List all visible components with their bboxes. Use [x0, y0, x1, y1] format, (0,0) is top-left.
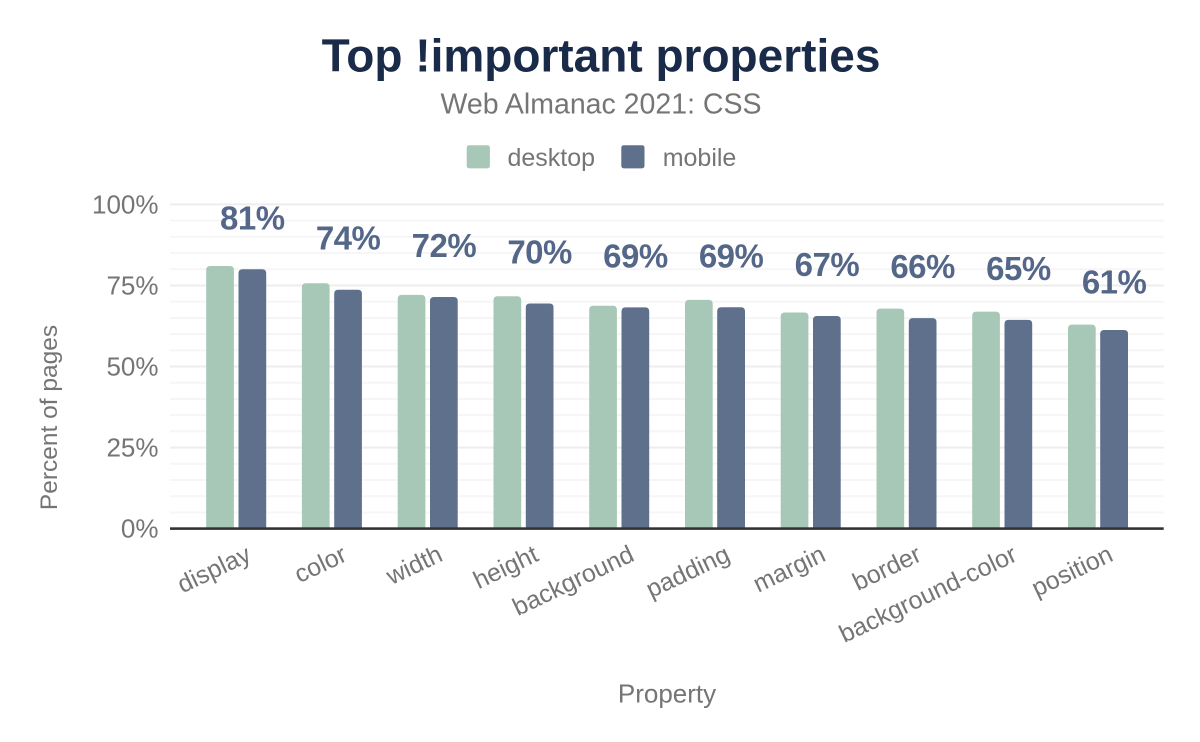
svg-text:74%: 74% — [316, 220, 381, 257]
svg-text:0%: 0% — [121, 514, 159, 544]
svg-text:Property: Property — [618, 679, 716, 709]
svg-text:Percent of pages: Percent of pages — [36, 325, 63, 510]
svg-text:25%: 25% — [106, 433, 158, 463]
svg-text:70%: 70% — [507, 234, 572, 271]
svg-text:67%: 67% — [795, 246, 860, 283]
svg-text:65%: 65% — [986, 250, 1051, 287]
svg-text:72%: 72% — [412, 227, 477, 264]
svg-text:Web Almanac 2021: CSS: Web Almanac 2021: CSS — [440, 89, 761, 121]
svg-text:50%: 50% — [106, 352, 158, 382]
svg-text:desktop: desktop — [508, 144, 596, 172]
svg-text:Top !important properties: Top !important properties — [322, 30, 881, 82]
svg-text:69%: 69% — [603, 237, 668, 274]
svg-text:61%: 61% — [1082, 263, 1147, 300]
svg-text:81%: 81% — [220, 199, 285, 236]
svg-text:mobile: mobile — [663, 144, 737, 172]
svg-text:66%: 66% — [890, 248, 955, 285]
svg-text:69%: 69% — [699, 237, 764, 274]
svg-text:75%: 75% — [106, 271, 158, 301]
svg-text:100%: 100% — [92, 189, 159, 219]
